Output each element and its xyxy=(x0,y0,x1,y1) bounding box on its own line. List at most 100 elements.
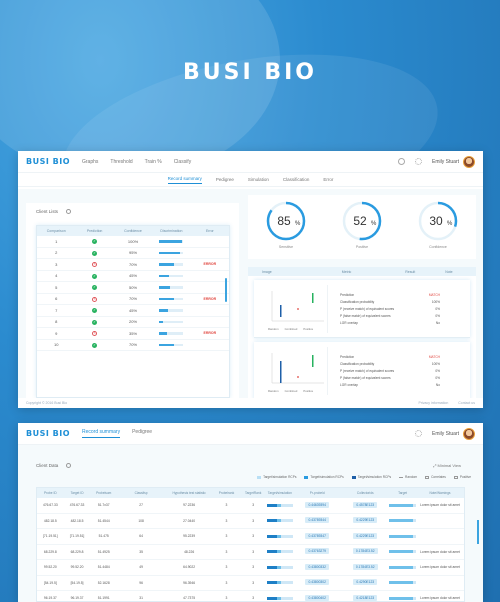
table-row[interactable]: 2 ✓ 95% xyxy=(37,248,229,259)
error-label[interactable]: ERROR xyxy=(203,296,217,301)
table-cell: 35 xyxy=(139,549,143,554)
table-row[interactable]: 482.18.5 482.18.5 51.4544 108 27.0440 3 3 100% 0… xyxy=(37,514,464,529)
simulation-bar xyxy=(266,503,293,507)
nav-item[interactable]: Graphs xyxy=(82,158,99,165)
error-label[interactable]: ERROR xyxy=(203,331,217,336)
table-row[interactable]: [71.19.51] [71.19.51] 51.475 64 95.2239 3 3 100… xyxy=(37,529,464,545)
table-row[interactable]: 6 × 70% ERROR xyxy=(37,294,229,305)
discrimination-bar xyxy=(159,309,184,312)
value-pill: 0.1784E3.52 xyxy=(352,548,378,555)
client-data-label: Client Data xyxy=(36,463,59,468)
tab-simulation[interactable]: Simulation xyxy=(247,177,269,182)
table-row[interactable]: 3 × 70% ERROR xyxy=(37,259,229,271)
table-row[interactable]: 476.67.33 476.67.33 51.7x37 27 97.2236 3 3 100%… xyxy=(37,498,464,514)
legend-item: Positive xyxy=(453,475,471,479)
table-cell: 64.9022 xyxy=(183,565,196,570)
column-header: Target/simulation xyxy=(267,491,292,495)
top-nav: BUSI BIO Record summary Pedigree Emily St… xyxy=(18,423,483,445)
user-menu[interactable]: Emily Stuart xyxy=(432,427,475,440)
nav-item[interactable]: Train % xyxy=(144,158,162,165)
table-cell: 0.4290E123 xyxy=(341,579,389,586)
column-header: Confidence xyxy=(124,229,142,233)
value-pill: 0.4229E123 xyxy=(353,517,378,524)
table-cell xyxy=(389,519,416,523)
discrimination-cell xyxy=(152,343,190,346)
positive-bar xyxy=(312,292,314,303)
data-table: Probe ID Target ID Probelsum Classifsp Hypot… xyxy=(36,487,465,602)
table-cell: [71.19.51] xyxy=(43,534,58,539)
tab-error[interactable]: Error xyxy=(323,177,334,182)
subtabs: Record summary Pedigree xyxy=(82,429,415,438)
error-label[interactable]: ERROR xyxy=(203,262,217,267)
discrimination-bar xyxy=(159,297,184,300)
table-cell: 31 xyxy=(139,596,143,601)
column-header: Pr-probeld xyxy=(309,491,325,495)
scrollbar[interactable] xyxy=(477,520,479,544)
table-row[interactable]: [54.19.5] [54.19.5] 52.1628 96 96.3946 3 3 100%… xyxy=(37,576,464,591)
table-row[interactable]: 10 ✓ 70% xyxy=(37,340,229,351)
legend-swatch xyxy=(257,475,262,479)
gear-icon[interactable] xyxy=(415,430,423,437)
search-icon[interactable] xyxy=(66,463,72,468)
table-row[interactable]: 5 ✓ 50% xyxy=(37,282,229,294)
table-cell: 64 xyxy=(139,534,143,539)
table-row[interactable]: 68.229.8 68.229.8 51.4925 35 48.226 3 3 100% 0.4… xyxy=(37,545,464,560)
table-cell: 3 xyxy=(252,580,255,585)
percent-sign: % xyxy=(371,221,377,227)
table-row[interactable]: 9 × 35% ERROR xyxy=(37,328,229,340)
app-logo[interactable]: BUSI BIO xyxy=(26,429,70,438)
metric-row: Classification probability 100% xyxy=(340,298,470,305)
mini-chart: Random Combined Positive xyxy=(258,284,328,333)
legend-swatch xyxy=(453,475,458,479)
privacy-link[interactable]: Privacy information xyxy=(418,401,449,405)
scrollbar[interactable] xyxy=(225,278,227,302)
gear-icon[interactable] xyxy=(415,158,423,165)
check-icon: ✓ xyxy=(92,239,98,245)
gauges: 85% Sensitive 52% Positive 30% Confidence xyxy=(248,195,476,259)
discrimination-cell xyxy=(152,263,190,266)
contact-link[interactable]: Contact us xyxy=(458,401,475,405)
tab-pedigree[interactable]: Pedigree xyxy=(215,177,234,182)
table-row[interactable]: 99.52.20 99.52.20 51.4484 49 64.9022 3 3 100% 0.… xyxy=(37,560,464,576)
legend: Target/simulation RCPs Target/simulation … xyxy=(257,475,471,479)
gauge-label: Sensitive xyxy=(278,245,294,249)
avatar[interactable] xyxy=(463,427,475,440)
result-card[interactable]: Random Combined Positive Prediction MATCH Cla… xyxy=(254,280,470,338)
tab-classification[interactable]: Classification xyxy=(282,177,310,182)
table-cell: 3 xyxy=(225,518,228,523)
value-pill: 0.4229E123 xyxy=(353,532,378,539)
search-icon[interactable] xyxy=(66,209,72,214)
user-menu[interactable]: Emily Stuart xyxy=(432,155,475,168)
result-card[interactable]: Random Combined Positive Prediction MATCH Cla… xyxy=(254,342,470,400)
table-row[interactable]: 1 ✓ 100% xyxy=(37,236,229,248)
table-row[interactable]: 4 ✓ 45% xyxy=(37,271,229,282)
discrimination-cell xyxy=(152,286,190,289)
metric-value: 100% xyxy=(431,299,440,304)
table-cell: 51.4925 xyxy=(97,549,110,554)
row-number: 9 xyxy=(55,330,58,336)
app-logo[interactable]: BUSI BIO xyxy=(26,157,70,166)
tab-record-summary[interactable]: Record summary xyxy=(82,429,121,438)
confidence-value: 45% xyxy=(129,307,138,313)
search-icon[interactable] xyxy=(398,158,406,165)
table-row[interactable]: 7 ✓ 45% xyxy=(37,305,229,317)
row-number: 3 xyxy=(55,261,58,267)
legend-item: Positive xyxy=(303,326,314,331)
nav-item[interactable]: Classify xyxy=(173,158,192,165)
legend-item: Target/simulation RCPs xyxy=(304,475,344,479)
minimal-view-toggle[interactable]: ⤢ Minimal View xyxy=(433,463,461,468)
confidence-value: 70% xyxy=(129,261,138,267)
column-header: TargetRank xyxy=(245,491,262,495)
metric-row: P (receive match) of equivalent scores 0% xyxy=(340,305,470,312)
table-row[interactable]: 96.19.37 96.19.37 51.1991 31 47.7375 3 3 100% 0.… xyxy=(37,591,464,602)
gauge-arc xyxy=(342,201,382,241)
avatar[interactable] xyxy=(463,155,475,168)
tab-record-summary[interactable]: Record summary xyxy=(167,176,202,184)
simulation-bar xyxy=(266,550,293,554)
column-header: Comparison xyxy=(46,229,66,233)
nav-item[interactable]: Threshold xyxy=(110,158,133,165)
cross-icon: × xyxy=(92,262,98,268)
tab-pedigree[interactable]: Pedigree xyxy=(132,429,153,435)
user-name: Emily Stuart xyxy=(432,158,459,165)
table-row[interactable]: 8 ✓ 20% xyxy=(37,317,229,328)
